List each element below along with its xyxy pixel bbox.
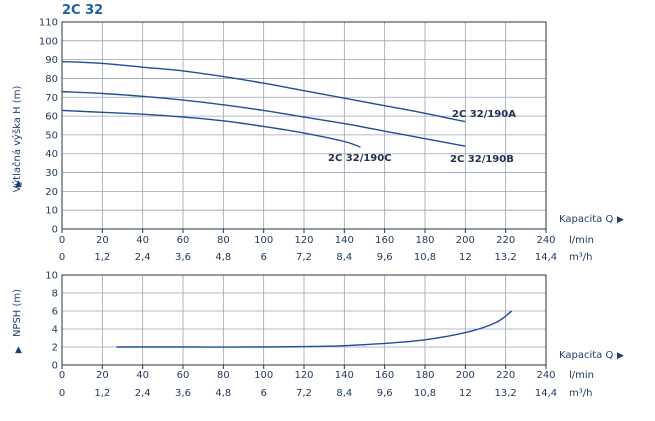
series-line-npsh [116,310,513,348]
x-tick-label-lmin: 120 [294,235,313,246]
x-tick-label-m3h: 3,6 [175,252,191,263]
unit-lmin: l/min [569,235,594,246]
npsh-panel: 00201,2402,4603,6804,810061207,21408,416… [45,271,557,400]
x-tick-label-lmin: 120 [294,370,313,381]
y-axis-label-head: Výtlačná výška H (m) [11,86,23,193]
x-tick-label-lmin: 240 [536,370,555,381]
y-tick-label: 10 [45,271,58,282]
x-tick-label-lmin: 180 [415,235,434,246]
x-tick-label-m3h: 8,4 [336,252,352,263]
x-tick-label-lmin: 220 [496,370,515,381]
series-line-190a [61,60,466,123]
y-tick-label: 0 [52,225,58,236]
x-arrow-icon: ▶ [617,351,624,361]
x-tick-label-m3h: 2,4 [135,388,151,399]
x-axis-label-head: Kapacita Q [559,214,613,225]
x-tick-label-lmin: 140 [335,370,354,381]
x-tick-label-lmin: 180 [415,370,434,381]
x-tick-label-lmin: 20 [96,370,109,381]
series-label-190c: 2C 32/190C [328,153,392,164]
series-line-190c [61,109,361,148]
x-tick-label-lmin: 0 [59,370,65,381]
x-tick-label-m3h: 14,4 [535,252,557,263]
y-tick-label: 4 [52,325,58,336]
y-tick-label: 90 [45,55,58,66]
x-tick-label-lmin: 200 [456,370,475,381]
x-tick-label-m3h: 12 [459,388,472,399]
x-tick-label-m3h: 10,8 [414,252,436,263]
x-tick-label-lmin: 160 [375,235,394,246]
x-tick-label-m3h: 7,2 [296,252,312,263]
x-tick-label-m3h: 13,2 [495,388,517,399]
x-tick-label-m3h: 2,4 [135,252,151,263]
y-arrow-icon: ▲ [15,345,22,355]
x-tick-label-lmin: 220 [496,235,515,246]
x-tick-label-lmin: 80 [217,235,230,246]
x-tick-label-m3h: 13,2 [495,252,517,263]
y-tick-label: 70 [45,93,58,104]
x-tick-label-m3h: 1,2 [94,388,110,399]
unit-lmin: l/min [569,370,594,381]
y-tick-label: 50 [45,130,58,141]
x-axis-label-npsh: Kapacita Q [559,350,613,361]
y-tick-label: 60 [45,112,58,123]
y-arrow-icon: ▲ [15,179,22,189]
series-label-190b: 2C 32/190B [450,154,514,165]
y-tick-label: 2 [52,343,58,354]
x-tick-label-m3h: 9,6 [377,388,393,399]
y-tick-label: 6 [52,307,58,318]
x-tick-label-m3h: 8,4 [336,388,352,399]
x-tick-label-m3h: 1,2 [94,252,110,263]
y-tick-label: 20 [45,187,58,198]
x-tick-label-lmin: 60 [177,235,190,246]
x-tick-label-m3h: 10,8 [414,388,436,399]
x-tick-label-lmin: 140 [335,235,354,246]
x-tick-label-lmin: 40 [136,370,149,381]
series-line-190b [61,90,466,147]
x-tick-label-lmin: 0 [59,235,65,246]
unit-m3h: m³/h [569,388,592,399]
x-tick-label-lmin: 100 [254,235,273,246]
unit-m3h: m³/h [569,252,592,263]
x-tick-label-m3h: 0 [59,252,65,263]
y-axis-label-npsh: NPSH (m) [12,289,23,337]
x-tick-label-m3h: 4,8 [215,252,231,263]
x-tick-label-m3h: 14,4 [535,388,557,399]
series-label-190a: 2C 32/190A [452,109,516,120]
x-tick-label-lmin: 100 [254,370,273,381]
x-tick-label-lmin: 80 [217,370,230,381]
plot-frame [61,21,547,230]
x-tick-label-m3h: 3,6 [175,388,191,399]
chart-title: 2C 32 [62,3,103,18]
x-tick-label-lmin: 160 [375,370,394,381]
y-tick-label: 0 [52,361,58,372]
y-tick-label: 40 [45,149,58,160]
x-tick-label-m3h: 7,2 [296,388,312,399]
x-tick-label-m3h: 9,6 [377,252,393,263]
y-tick-label: 30 [45,168,58,179]
y-tick-label: 110 [39,18,58,29]
x-tick-label-m3h: 4,8 [215,388,231,399]
x-tick-label-lmin: 20 [96,235,109,246]
y-tick-label: 80 [45,74,58,85]
x-tick-label-m3h: 6 [260,252,266,263]
x-tick-label-m3h: 6 [260,388,266,399]
x-tick-label-lmin: 60 [177,370,190,381]
x-arrow-icon: ▶ [617,215,624,225]
x-tick-label-lmin: 240 [536,235,555,246]
y-tick-label: 10 [45,206,58,217]
plot-frame [61,274,547,366]
head-panel: 00201,2402,4603,6804,810061207,21408,416… [39,18,557,264]
x-tick-label-m3h: 0 [59,388,65,399]
y-tick-label: 100 [39,36,58,47]
y-tick-label: 8 [52,289,58,300]
x-tick-label-lmin: 40 [136,235,149,246]
x-tick-label-m3h: 12 [459,252,472,263]
x-tick-label-lmin: 200 [456,235,475,246]
